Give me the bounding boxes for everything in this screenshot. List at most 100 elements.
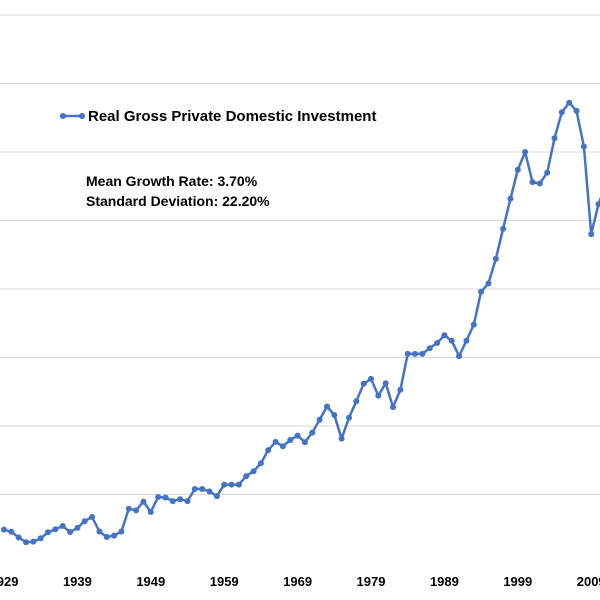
- data-point: [30, 538, 37, 545]
- data-point: [140, 498, 147, 505]
- data-point: [544, 169, 551, 176]
- data-point: [331, 412, 338, 418]
- data-point: [287, 437, 294, 443]
- data-point: [529, 179, 536, 186]
- chart-gridlines: [0, 14, 600, 495]
- legend: Real Gross Private Domestic Investment: [60, 108, 376, 125]
- data-point: [162, 494, 169, 501]
- data-point: [191, 486, 198, 492]
- x-tick-label: 1959: [210, 574, 239, 589]
- data-point: [169, 498, 176, 505]
- mean-growth-rate-annotation: Mean Growth Rate: 3.70%: [86, 173, 258, 189]
- data-point: [536, 180, 543, 187]
- data-point: [147, 509, 154, 515]
- data-point: [228, 481, 235, 488]
- data-point: [81, 518, 88, 525]
- data-point: [353, 398, 360, 405]
- data-point: [566, 99, 573, 106]
- data-point: [522, 149, 529, 155]
- data-point: [316, 416, 323, 423]
- data-point: [250, 468, 257, 475]
- data-point: [221, 481, 228, 488]
- data-point: [8, 528, 15, 535]
- x-tick-label: 1989: [430, 574, 459, 589]
- legend-marker: [79, 113, 85, 119]
- stats-annotation: Mean Growth Rate: 3.70% Standard Deviati…: [86, 173, 270, 209]
- data-point: [133, 507, 140, 514]
- data-point: [184, 498, 191, 505]
- x-tick-label: 1999: [503, 574, 532, 589]
- data-point: [257, 460, 264, 467]
- data-point: [45, 529, 51, 536]
- data-point: [118, 528, 125, 535]
- series-line: [3, 101, 600, 544]
- data-point: [390, 404, 396, 411]
- x-tick-label: 2009: [577, 574, 600, 589]
- data-point: [485, 280, 492, 287]
- data-point: [52, 526, 59, 533]
- data-point: [346, 414, 352, 421]
- data-point: [15, 534, 22, 541]
- chart-series: [1, 99, 600, 546]
- x-tick-label: 1949: [136, 574, 165, 589]
- data-point: [478, 288, 485, 295]
- data-point: [309, 429, 316, 436]
- x-tick-label: 1979: [357, 574, 386, 589]
- data-point: [213, 493, 220, 500]
- data-point: [59, 523, 66, 529]
- data-point: [426, 345, 433, 352]
- data-point: [463, 337, 470, 344]
- data-point: [37, 535, 44, 542]
- data-point: [595, 201, 600, 208]
- data-point: [235, 481, 242, 488]
- x-axis-ticks: 1929 1939 1949 1959 1969 1979 1989 1999 2009: [0, 574, 600, 589]
- data-point: [404, 350, 411, 357]
- data-point: [368, 375, 374, 382]
- data-point: [89, 514, 96, 520]
- data-point: [301, 439, 308, 446]
- data-point: [573, 107, 580, 114]
- data-point: [500, 225, 507, 232]
- data-point: [1, 526, 7, 533]
- data-point: [177, 496, 184, 503]
- data-point: [96, 528, 103, 535]
- data-point: [125, 505, 132, 512]
- data-point: [419, 350, 426, 357]
- x-tick-label: 1929: [0, 574, 18, 589]
- x-tick-label: 1939: [63, 574, 92, 589]
- data-point: [199, 486, 206, 492]
- legend-marker: [60, 113, 66, 119]
- data-point: [441, 332, 448, 339]
- data-point: [324, 403, 330, 410]
- data-point: [265, 447, 272, 454]
- data-point: [279, 443, 286, 450]
- data-point: [580, 143, 587, 150]
- data-point: [111, 532, 118, 539]
- data-point: [514, 166, 521, 173]
- x-tick-label: 1969: [283, 574, 312, 589]
- data-point: [360, 380, 367, 387]
- data-point: [272, 438, 279, 445]
- data-point: [551, 135, 558, 142]
- data-point: [155, 494, 162, 500]
- data-point: [558, 109, 565, 116]
- data-point: [456, 353, 463, 360]
- data-point: [23, 539, 29, 546]
- data-point: [243, 473, 250, 480]
- data-point: [470, 321, 477, 328]
- standard-deviation-annotation: Standard Deviation: 22.20%: [86, 193, 270, 209]
- data-point: [206, 488, 213, 495]
- data-point: [338, 435, 345, 442]
- data-point: [492, 255, 499, 262]
- data-point: [67, 529, 74, 535]
- data-point: [74, 524, 81, 531]
- data-point: [375, 392, 382, 399]
- data-point: [397, 386, 404, 393]
- data-point: [434, 340, 441, 346]
- data-point: [103, 534, 110, 540]
- data-point: [507, 195, 514, 202]
- data-point: [412, 350, 418, 357]
- data-point: [588, 231, 595, 238]
- data-point: [294, 432, 301, 439]
